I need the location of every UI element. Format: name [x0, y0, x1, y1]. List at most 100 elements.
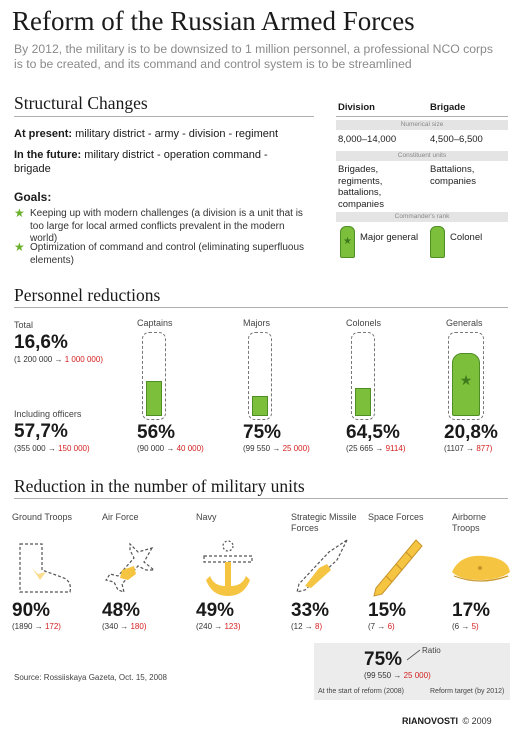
unit-navy: Navy 49% (240 → 123) — [196, 512, 276, 640]
present-line: At present: military district - army - d… — [14, 127, 314, 141]
rank-bar: ★ — [448, 332, 484, 420]
star-icon: ★ — [14, 240, 25, 254]
total-label: Total — [14, 320, 34, 330]
boot-icon — [19, 543, 71, 593]
goals-label: Goals: — [14, 190, 52, 204]
star-icon: ★ — [343, 236, 352, 247]
unit-name: Ground Troops — [12, 512, 73, 522]
rank-column-captains: Captains 56% (90 000 → 40 000) — [137, 318, 217, 458]
personnel-heading: Personnel reductions — [14, 285, 161, 305]
range-from: (340 — [102, 622, 119, 631]
unit-pct: 90% — [12, 600, 51, 621]
footer: RIANOVOSTI © 2009 — [402, 711, 492, 729]
arrow-icon: → — [34, 622, 43, 631]
epaulette-icon — [430, 226, 445, 258]
rocket-icon — [373, 539, 423, 597]
rank-column-generals: Generals ★ 20,8% (1107 → 877) — [444, 318, 514, 458]
range-to: 8) — [315, 622, 323, 631]
rank-range: (90 000 → 40 000) — [137, 444, 204, 453]
brand-logo: RIANOVOSTI — [402, 716, 459, 726]
unit-pct: 33% — [291, 600, 330, 621]
table-cell: 4,500–6,500 — [430, 134, 483, 145]
unit-name: Air Force — [102, 512, 139, 522]
unit-strategic-missile-forces: Strategic Missile Forces 33% (12 → 8) — [291, 512, 371, 640]
unit-air-force: Air Force 48% (340 → 180) — [102, 512, 182, 640]
unit-range: (6 → 5) — [452, 622, 479, 631]
unit-ground-troops: Ground Troops 90% (1890 → 172) — [12, 512, 92, 640]
arrow-icon: → — [375, 444, 384, 453]
divider — [336, 116, 508, 117]
range-to: 172) — [44, 622, 61, 631]
divider — [14, 498, 508, 499]
rank-range: (1107 → 877) — [444, 444, 492, 453]
unit-pct: 15% — [368, 600, 407, 621]
range-from: (90 000 — [137, 444, 165, 453]
arrow-icon: → — [166, 444, 175, 453]
legend-ratio-label: Ratio — [422, 646, 441, 655]
rank-fill — [146, 381, 162, 416]
unit-range: (7 → 6) — [368, 622, 395, 631]
range-to: 180) — [130, 622, 147, 631]
legend-box: 75% Ratio (99 550 → 25 000) At the start… — [314, 643, 510, 700]
legend-pct: 75% — [364, 649, 403, 670]
beret-icon — [452, 555, 510, 582]
structural-heading: Structural Changes — [14, 93, 148, 113]
unit-space-forces: Space Forces 15% (7 → 6) — [368, 512, 444, 640]
range-to: 25 000) — [403, 671, 431, 680]
range-from: (7 — [368, 622, 376, 631]
arrow-icon: → — [47, 444, 56, 453]
arrow-icon: → — [272, 444, 281, 453]
goal-item: ★ Keeping up with modern challenges (a d… — [14, 206, 314, 246]
range-to: 1 000 000) — [64, 355, 103, 364]
officers-range: (355 000 → 150 000) — [14, 444, 90, 453]
rank-pct: 75% — [243, 422, 282, 443]
range-from: (99 550 — [364, 671, 392, 680]
rank-name: Majors — [243, 318, 271, 328]
arrow-icon: → — [466, 444, 475, 453]
unit-name: Navy — [196, 512, 217, 522]
unit-range: (12 → 8) — [291, 622, 322, 631]
range-to: 6) — [387, 622, 395, 631]
table-header-brigade: Brigade — [430, 102, 466, 113]
range-to: 25 000) — [282, 444, 310, 453]
unit-name: Space Forces — [368, 512, 424, 522]
legend-start-label: At the start of reform (2008) — [318, 688, 404, 695]
rank-fill — [355, 388, 371, 416]
unit-airborne-troops: Airborne Troops 17% (6 → 5) — [452, 512, 514, 640]
table-row-label: Commander's rank — [336, 212, 508, 222]
leader-line — [406, 649, 421, 661]
table-row-label: Constituent units — [336, 151, 508, 161]
rank-fill — [252, 396, 268, 416]
jet-icon — [105, 542, 156, 593]
table-cell: 8,000–14,000 — [338, 134, 397, 145]
rank-range: (99 550 → 25 000) — [243, 444, 310, 453]
missile-icon — [296, 538, 349, 593]
table-cell: Major general — [360, 232, 419, 243]
unit-range: (340 → 180) — [102, 622, 147, 631]
arrow-icon: → — [393, 671, 402, 680]
goal-text: Keeping up with modern challenges (a div… — [30, 208, 303, 244]
arrow-icon: → — [377, 622, 386, 631]
page-title: Reform of the Russian Armed Forces — [12, 6, 415, 36]
table-cell: Colonel — [450, 232, 483, 243]
range-to: 9114) — [385, 444, 406, 453]
present-label: At present: — [14, 128, 73, 140]
range-from: (355 000 — [14, 444, 46, 453]
range-from: (240 — [196, 622, 213, 631]
rank-column-majors: Majors 75% (99 550 → 25 000) — [243, 318, 328, 458]
divider — [14, 307, 508, 308]
table-header-division: Division — [338, 102, 375, 113]
rank-bar — [351, 332, 375, 420]
unit-range: (240 → 123) — [196, 622, 241, 631]
range-to: 123) — [224, 622, 241, 631]
range-to: 877) — [476, 444, 493, 453]
rank-pct: 64,5% — [346, 422, 400, 443]
epaulette-icon: ★ — [340, 226, 355, 258]
comparison-table: Division Brigade Numerical size 8,000–14… — [336, 98, 508, 270]
rank-name: Generals — [446, 318, 483, 328]
total-range: (1 200 000 → 1 000 000) — [14, 355, 103, 364]
rank-bar — [142, 332, 166, 420]
range-from: (1 200 000 — [14, 355, 53, 364]
range-from: (99 550 — [243, 444, 271, 453]
star-icon: ★ — [14, 206, 25, 220]
